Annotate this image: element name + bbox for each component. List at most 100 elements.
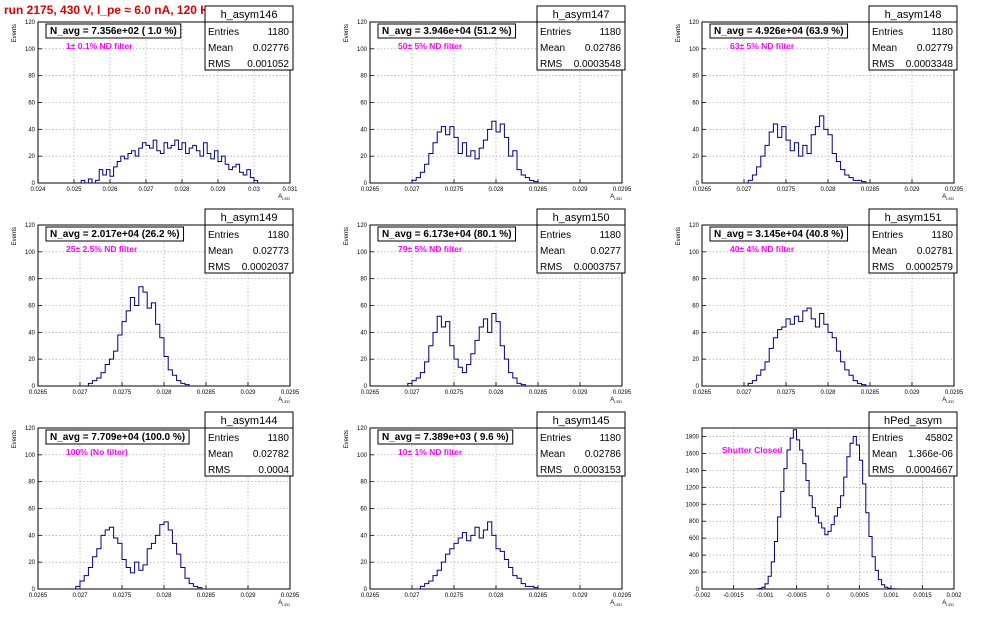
y-tick-label: 60 (28, 304, 35, 310)
histogram-pad-h_asym145: 0.0265 0.027 0.0275 0.028 0.0285 0.029 0.0295 0… (344, 411, 632, 607)
y-tick-label: 20 (692, 154, 699, 160)
y-tick-label: 100 (357, 250, 368, 256)
histogram-pad-h_asym146: 0.024 0.025 0.026 0.027 0.028 0.029 0.03 0.031 0… (12, 5, 298, 201)
x-tick-label: 0.028 (156, 593, 172, 599)
x-tick-label: -0.001 (756, 593, 774, 599)
y-tick-label: 60 (28, 101, 35, 107)
y-tick-label: 0 (364, 181, 368, 187)
stats-box (868, 208, 958, 274)
y-tick-label: 100 (25, 47, 36, 53)
n-avg-annotation: N_avg = 2.017e+04 (26.2 %) (50, 229, 180, 240)
stats-label: Mean (208, 43, 233, 54)
y-tick-label: 0 (696, 384, 700, 390)
n-avg-annotation: N_avg = 4.926e+04 (63.9 %) (714, 26, 844, 37)
y-tick-label: 1200 (686, 485, 700, 491)
stats-title: h_asym147 (553, 9, 610, 21)
y-tick-label: 20 (28, 154, 35, 160)
n-avg-box (45, 226, 185, 242)
y-tick-label: 60 (692, 304, 699, 310)
y-tick-label: 400 (689, 553, 700, 559)
x-tick-label: 0.027 (736, 390, 752, 396)
stats-title: h_asym151 (885, 212, 942, 224)
stats-title: h_asym144 (221, 415, 278, 427)
x-axis-title: ALED (278, 397, 290, 404)
y-tick-label: 20 (360, 357, 367, 363)
x-tick-label: 0.0285 (197, 593, 216, 599)
stats-label: RMS (540, 465, 563, 476)
x-tick-label: 0.0295 (613, 593, 632, 599)
y-axis-title: Events (344, 227, 350, 245)
stats-box (204, 5, 294, 71)
stats-label: Entries (872, 433, 903, 444)
x-tick-label: 0.002 (946, 593, 962, 599)
y-tick-label: 60 (692, 101, 699, 107)
y-tick-label: 40 (28, 330, 35, 336)
filter-label: 10± 1% ND filter (398, 447, 463, 457)
x-axis-title: ALED (942, 397, 954, 404)
stats-label: Mean (872, 246, 897, 257)
filter-label: 63± 5% ND filter (730, 41, 795, 51)
x-tick-label: 0.0015 (913, 593, 932, 599)
y-tick-label: 60 (360, 507, 367, 513)
y-tick-label: 120 (25, 20, 36, 26)
y-tick-label: 40 (692, 330, 699, 336)
y-axis-title: Events (12, 24, 18, 42)
x-tick-label: 0.0265 (29, 593, 48, 599)
y-tick-label: 100 (357, 47, 368, 53)
y-tick-label: 0 (696, 587, 700, 593)
x-tick-label: 0.027 (138, 187, 154, 193)
histogram-outline (80, 139, 259, 184)
x-axis-title: ALED (278, 600, 290, 607)
x-tick-label: 0.0295 (281, 390, 300, 396)
x-tick-label: 0.027 (404, 593, 420, 599)
y-tick-label: 0 (364, 384, 368, 390)
x-tick-label: 0.029 (210, 187, 226, 193)
histogram-outline (407, 313, 526, 386)
n-avg-box (377, 23, 517, 39)
y-tick-label: 120 (357, 20, 368, 26)
histogram-pad-h_asym144: 0.0265 0.027 0.0275 0.028 0.0285 0.029 0.0295 0… (12, 411, 300, 607)
x-tick-label: 0.0005 (850, 593, 869, 599)
y-tick-label: 120 (25, 223, 36, 229)
stats-value: 0.0002037 (242, 262, 290, 273)
y-tick-label: 600 (689, 536, 700, 542)
x-tick-label: 0.027 (72, 390, 88, 396)
stats-value: 0.0003757 (574, 262, 622, 273)
filter-label: 40± 4% ND filter (730, 244, 795, 254)
stats-label: Entries (540, 230, 571, 241)
y-tick-label: 100 (25, 453, 36, 459)
y-tick-label: 80 (28, 74, 35, 80)
stats-value: 1180 (931, 27, 953, 38)
x-tick-label: 0.0265 (29, 390, 48, 396)
x-tick-label: 0.029 (572, 187, 588, 193)
stats-box (204, 208, 294, 274)
stats-value: 1.366e-06 (908, 449, 953, 460)
n-avg-annotation: N_avg = 7.389e+03 ( 9.6 %) (382, 432, 509, 443)
stats-value: 0.0002579 (906, 262, 954, 273)
y-tick-label: 1600 (686, 451, 700, 457)
y-tick-label: 40 (28, 533, 35, 539)
stats-label: Entries (872, 27, 903, 38)
y-tick-label: 20 (360, 154, 367, 160)
x-tick-label: 0.031 (282, 187, 298, 193)
x-axis-title: ALED (610, 397, 622, 404)
x-tick-label: 0.028 (174, 187, 190, 193)
y-tick-label: 20 (692, 357, 699, 363)
x-tick-label: 0.028 (488, 593, 504, 599)
stats-value: 0.0277 (590, 246, 621, 257)
histogram-pad-h_asym150: 0.0265 0.027 0.0275 0.028 0.0285 0.029 0.0295 0… (344, 208, 632, 404)
x-tick-label: 0.0295 (945, 390, 964, 396)
x-tick-label: 0.0285 (861, 187, 880, 193)
histogram-outline (747, 115, 867, 183)
filter-label: 25± 2.5% ND filter (66, 244, 138, 254)
y-axis-title: Events (676, 227, 682, 245)
n-avg-box (709, 23, 849, 39)
stats-value: 0.0004 (258, 465, 289, 476)
y-tick-label: 100 (25, 250, 36, 256)
y-tick-label: 20 (360, 560, 367, 566)
x-tick-label: -0.002 (693, 593, 711, 599)
y-tick-label: 40 (360, 330, 367, 336)
y-axis-title: Events (676, 24, 682, 42)
n-avg-annotation: N_avg = 7.356e+02 ( 1.0 %) (50, 26, 177, 37)
x-tick-label: 0.0275 (113, 390, 132, 396)
